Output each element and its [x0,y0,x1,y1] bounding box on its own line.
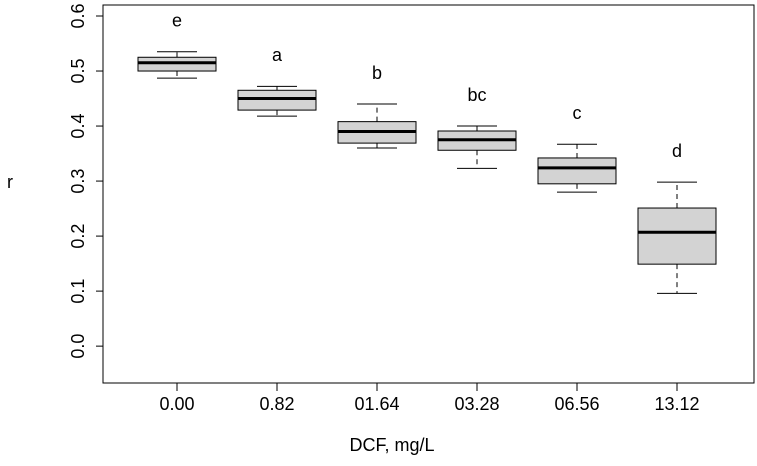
x-tick-label: 13.12 [654,394,699,414]
annotation: b [372,63,382,83]
box [537,157,617,185]
annotation: e [172,11,182,31]
x-axis-label: DCF, mg/L [349,435,434,455]
box [637,207,717,265]
y-tick-label: 0.2 [68,224,88,249]
y-tick-label: 0.3 [68,169,88,194]
annotation: d [672,141,682,161]
y-tick-label: 0.1 [68,279,88,304]
annotation: a [272,45,283,65]
box [237,89,317,111]
y-tick-label: 0.4 [68,114,88,139]
y-axis-label: r [7,172,13,192]
annotation: c [573,103,582,123]
x-tick-label: 0.00 [159,394,194,414]
plot-frame [102,4,755,384]
y-tick-label: 0.6 [68,3,88,28]
x-tick-label: 03.28 [454,394,499,414]
x-tick-label: 06.56 [554,394,599,414]
y-tick-label: 0.0 [68,334,88,359]
x-tick-label: 0.82 [259,394,294,414]
y-tick-label: 0.5 [68,59,88,84]
annotation: bc [467,85,486,105]
x-tick-label: 01.64 [354,394,399,414]
